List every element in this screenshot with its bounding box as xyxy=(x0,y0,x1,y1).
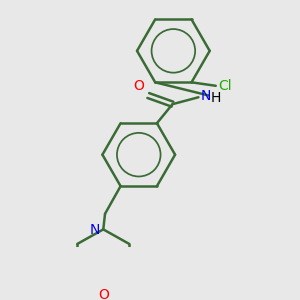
Text: N: N xyxy=(200,89,211,103)
Text: O: O xyxy=(133,79,144,93)
Text: Cl: Cl xyxy=(218,79,232,93)
Text: N: N xyxy=(89,223,100,237)
Text: O: O xyxy=(98,288,109,300)
Text: H: H xyxy=(211,91,221,105)
